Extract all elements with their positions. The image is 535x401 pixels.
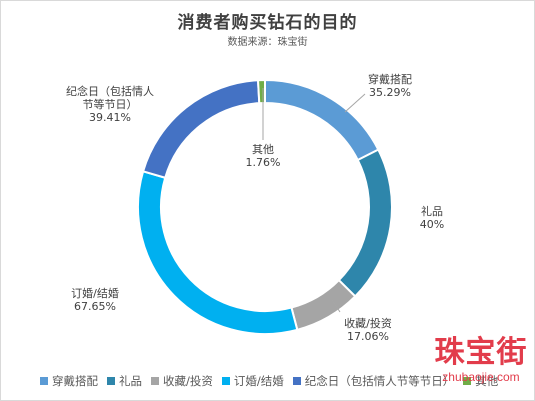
donut-slices (137, 78, 393, 335)
leader-line-2 (331, 299, 341, 313)
data-label-4-2: 39.41% (89, 111, 131, 124)
data-label-2-0: 收藏/投资 (344, 316, 392, 330)
slice-3 (137, 170, 299, 335)
legend-swatch-3 (221, 377, 230, 385)
data-label-0-1: 35.29% (369, 86, 411, 99)
chart-title: 消费者购买钻石的目的 (177, 13, 358, 33)
legend-label-2: 收藏/投资 (163, 374, 213, 388)
legend-label-4: 纪念日（包括情人节等节日） (304, 374, 455, 388)
legend-label-5: 其他 (475, 374, 499, 388)
leader-lines (262, 88, 366, 313)
watermark-en: zhubaojie.com (442, 370, 520, 384)
slice-4 (141, 79, 261, 180)
slice-5 (256, 78, 266, 105)
data-label-5-1: 1.76% (246, 156, 281, 169)
data-label-2-1: 17.06% (347, 330, 389, 343)
legend-swatch-4 (292, 377, 301, 385)
data-label-0-0: 穿戴搭配 (368, 72, 412, 86)
slice-1 (337, 148, 393, 298)
legend-label-3: 订婚/结婚 (233, 374, 284, 388)
watermark-cn: 珠宝街 (434, 335, 528, 370)
legend-label-1: 礼品 (119, 374, 142, 388)
chart-subtitle: 数据来源：珠宝街 (227, 37, 308, 48)
legend-item-2: 收藏/投资 (151, 373, 213, 389)
legend-item-0: 穿戴搭配 (40, 373, 98, 389)
legend-item-4: 纪念日（包括情人节等节日） (292, 373, 455, 389)
leader-line-0 (344, 93, 366, 113)
legend-item-3: 订婚/结婚 (221, 373, 284, 389)
legend-item-5: 其他 (463, 373, 498, 389)
data-label-3-0: 订婚/结婚 (71, 286, 119, 300)
data-label-4-1: 节等节日） (83, 97, 138, 111)
legend-swatch-5 (463, 377, 472, 385)
legend-label-0: 穿戴搭配 (52, 374, 98, 388)
data-label-5-0: 其他 (252, 143, 274, 156)
legend-swatch-0 (40, 377, 48, 385)
legend-swatch-1 (107, 377, 115, 385)
data-label-3-1: 67.65% (74, 300, 116, 313)
data-label-4-0: 纪念日（包括情人 (66, 84, 154, 98)
watermark-logo: 珠宝街 zhubaojie.com (431, 335, 531, 384)
data-label-1-1: 40% (420, 218, 444, 231)
chart-legend: 穿戴搭配 礼品 收藏/投资 订婚/结婚 纪念日（包括情人节等节日） 其他 (40, 373, 498, 389)
legend-item-1: 礼品 (107, 373, 142, 389)
slice-0 (264, 78, 380, 162)
legend-swatch-2 (151, 377, 159, 385)
data-label-1-0: 礼品 (421, 204, 443, 218)
